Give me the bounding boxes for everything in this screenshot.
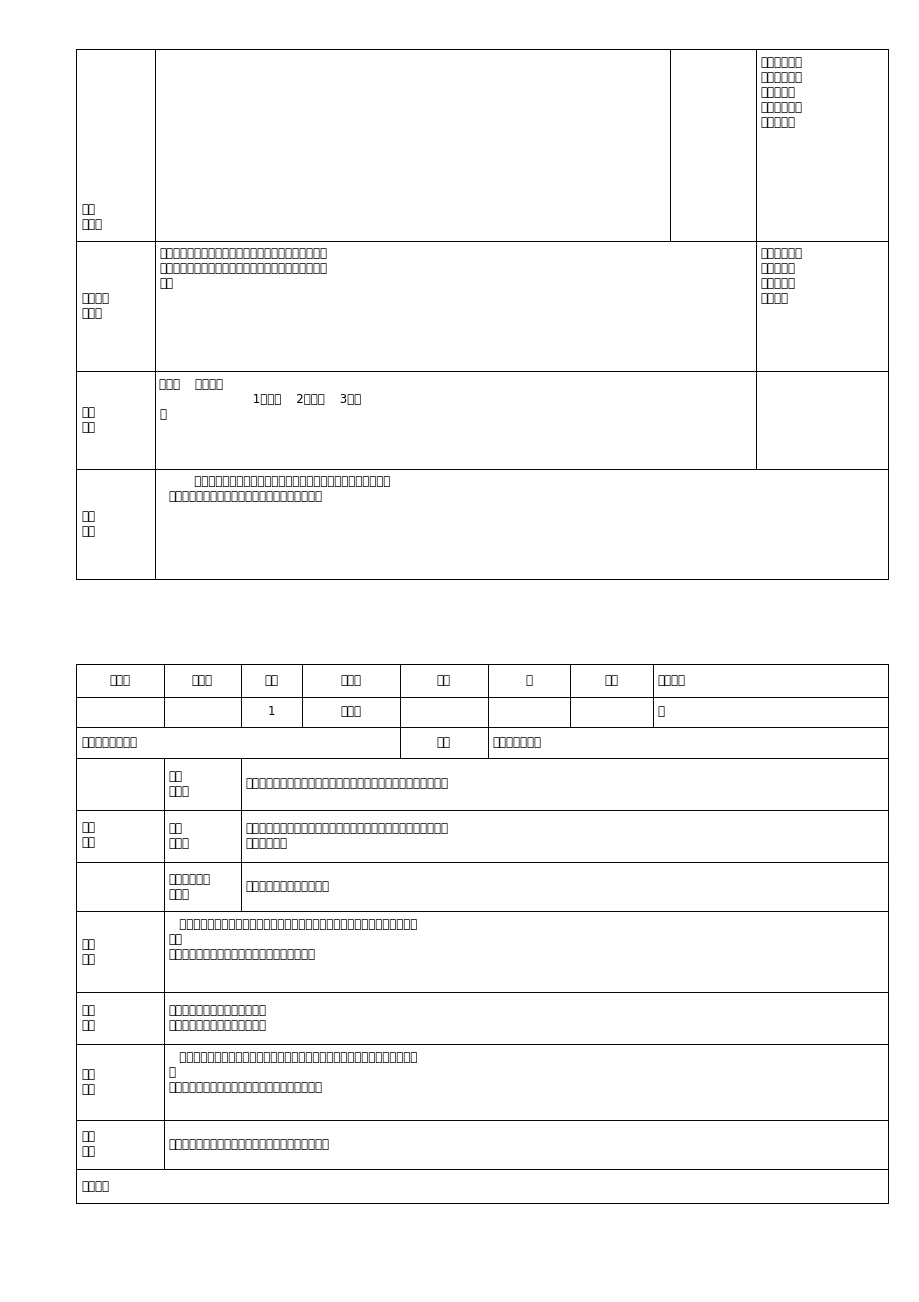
Text: 年级: 年级 <box>437 674 450 686</box>
Text: 教学
目标: 教学 目标 <box>81 820 95 849</box>
Text: 在制作过程中，各组组长负责帮助解决疑难。完成作品
后让各组同学分别进行展示，最后选出优胜组和优胜同
学。: 在制作过程中，各组组长负责帮助解决疑难。完成作品 后让各组同学分别进行展示，最后… <box>159 247 327 290</box>
Text: 主备人: 主备人 <box>109 674 130 686</box>
Text: 课题: 课题 <box>437 736 450 749</box>
Text: 学科: 学科 <box>604 674 618 686</box>
Text: 学习不同形状纸风轮的制作方法，探索不同形状风轮的运动特点。: 学习不同形状纸风轮的制作方法，探索不同形状风轮的运动特点。 <box>245 777 448 790</box>
Text: 三年级的学生有一定的动手能力，他们能通过教师的示范明白纸风轮的制作方
法
，只是在个别环节上要认真听、动手练、专心做。: 三年级的学生有一定的动手能力，他们能通过教师的示范明白纸风轮的制作方 法 ，只是… <box>168 1051 417 1094</box>
Text: 反馈形式
及效果: 反馈形式 及效果 <box>81 292 108 320</box>
Text: 情感、态度、
价值观: 情感、态度、 价值观 <box>168 872 210 901</box>
Text: 三: 三 <box>525 674 532 686</box>
Bar <box>76 49 887 579</box>
Text: 板书
设计: 板书 设计 <box>81 406 95 434</box>
Text: 教具
学具: 教具 学具 <box>81 1130 95 1159</box>
Text: 过程
与方法: 过程 与方法 <box>168 822 189 850</box>
Text: 金艳红: 金艳红 <box>192 674 212 686</box>
Text: 通过本课的动手制作，学生们自主学习，合作探究达到的很好的
效果培养了学生们勤于动手，善于动脑的好习惯。: 通过本课的动手制作，学生们自主学习，合作探究达到的很好的 效果培养了学生们勤于动… <box>168 475 391 504</box>
Text: 然后，在制作
过程中，可以
鼓励学生进
行小组讨论，
互帮互助。: 然后，在制作 过程中，可以 鼓励学生进 行小组讨论， 互帮互助。 <box>760 56 802 129</box>
Text: 金艳红: 金艳红 <box>340 706 361 717</box>
Text: 在制作单轮风轮的过程中，如何把圆等分为８个扇形。在设计筒状风轮的扇叶
时，
扇叶的距离和大小要相等，并预留好接口位置。: 在制作单轮风轮的过程中，如何把圆等分为８个扇形。在设计筒状风轮的扇叶 时， 扇叶… <box>168 918 417 961</box>
Text: 学情
分析: 学情 分析 <box>81 1068 95 1096</box>
Text: 第一课    贴画工艺
                         1、选题    2、画面    3、制
作: 第一课 贴画工艺 1、选题 2、画面 3、制 作 <box>159 378 361 421</box>
Text: 培养学生的科学实践兴趣。: 培养学生的科学实践兴趣。 <box>245 880 329 893</box>
Bar <box>76 664 887 1203</box>
Text: 单轮风轮的画法，用尺规把圆等分为８个扇形。利用直尺辅助，进
行直线切割。: 单轮风轮的画法，用尺规把圆等分为８个扇形。利用直尺辅助，进 行直线切割。 <box>245 822 448 850</box>
Text: 知识
与技能: 知识 与技能 <box>168 769 189 798</box>
Text: 废弃材料小制作: 废弃材料小制作 <box>492 736 540 749</box>
Text: 三、
评一评: 三、 评一评 <box>81 203 102 232</box>
Text: 课后
反思: 课后 反思 <box>81 510 95 538</box>
Text: 自评、组评的
过程提高了
学生觉得鉴
赏水平。: 自评、组评的 过程提高了 学生觉得鉴 赏水平。 <box>760 247 802 306</box>
Text: （三）第（２）课: （三）第（２）课 <box>81 736 137 749</box>
Text: 教学
重点: 教学 重点 <box>81 937 95 966</box>
Text: 课时: 课时 <box>264 674 278 686</box>
Text: 利用直尺辅助，进行直线切割。
扇叶的折叠，扇叶角度的调整。: 利用直尺辅助，进行直线切割。 扇叶的折叠，扇叶角度的调整。 <box>168 1004 267 1032</box>
Text: 教学
难点: 教学 难点 <box>81 1004 95 1032</box>
Text: 1: 1 <box>267 706 275 717</box>
Text: 图画纸、塑料吸管、圆规、直尺、剪刀、刻刀、胶水: 图画纸、塑料吸管、圆规、直尺、剪刀、刻刀、胶水 <box>168 1138 329 1151</box>
Text: 劳动与技: 劳动与技 <box>657 674 685 686</box>
Text: 教学程序: 教学程序 <box>81 1180 108 1193</box>
Text: 修改人: 修改人 <box>340 674 361 686</box>
Text: 术: 术 <box>657 706 664 717</box>
